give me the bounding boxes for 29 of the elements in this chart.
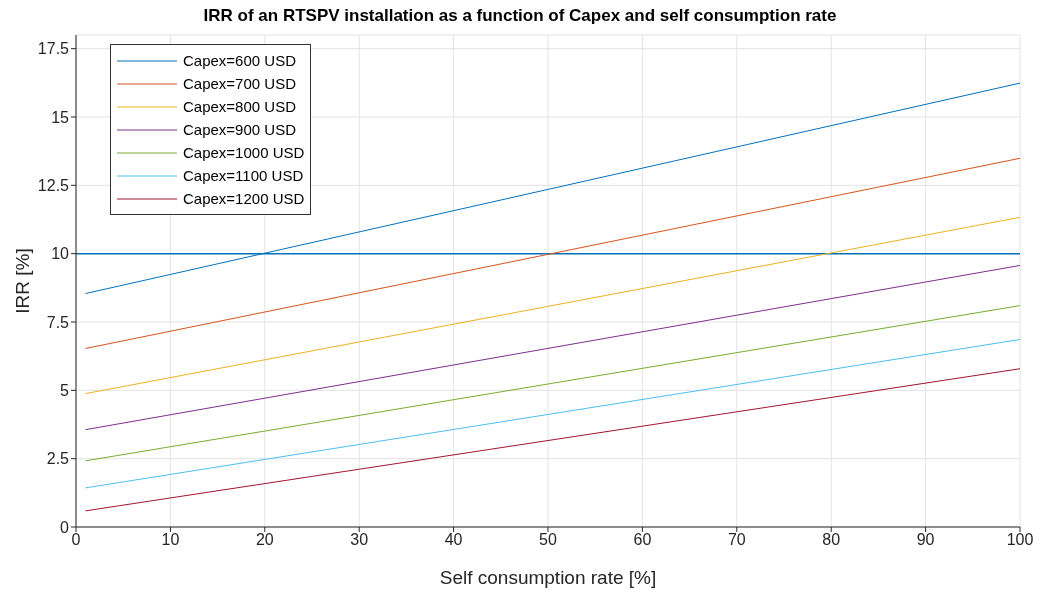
y-tick-label: 7.5	[46, 313, 70, 331]
legend-label: Capex=1000 USD	[183, 144, 305, 161]
x-tick-label: 80	[822, 531, 841, 549]
y-tick-label: 17.5	[37, 40, 70, 58]
legend-label: Capex=800 USD	[183, 98, 296, 115]
x-tick-label: 30	[350, 531, 369, 549]
x-tick-label: 20	[255, 531, 274, 549]
y-tick-label: 10	[51, 245, 70, 263]
x-axis-title: Self consumption rate [%]	[439, 567, 657, 588]
y-tick-label: 2.5	[46, 450, 70, 468]
y-tick-label: 5	[60, 382, 70, 400]
y-tick-label: 12.5	[37, 177, 70, 195]
y-tick-label: 15	[51, 108, 70, 126]
legend-label: Capex=900 USD	[183, 121, 296, 138]
x-tick-label: 50	[539, 531, 557, 549]
x-tick-label: 40	[444, 531, 463, 549]
legend-label: Capex=1200 USD	[183, 190, 305, 207]
x-tick-label: 60	[633, 531, 652, 549]
x-tick-label: 70	[727, 531, 746, 549]
legend-label: Capex=600 USD	[183, 52, 296, 69]
legend-label: Capex=1100 USD	[183, 167, 304, 184]
x-tick-label: 90	[916, 531, 935, 549]
chart-title: IRR of an RTSPV installation as a function of Capex and self consumption rate	[202, 6, 838, 26]
y-tick-label: 0	[60, 518, 70, 536]
x-tick-label: 100	[1006, 531, 1034, 549]
y-axis-title: IRR [%]	[11, 248, 33, 314]
legend-label: Capex=700 USD	[183, 75, 296, 92]
x-tick-label: 10	[161, 531, 180, 549]
x-tick-label: 0	[71, 531, 81, 549]
